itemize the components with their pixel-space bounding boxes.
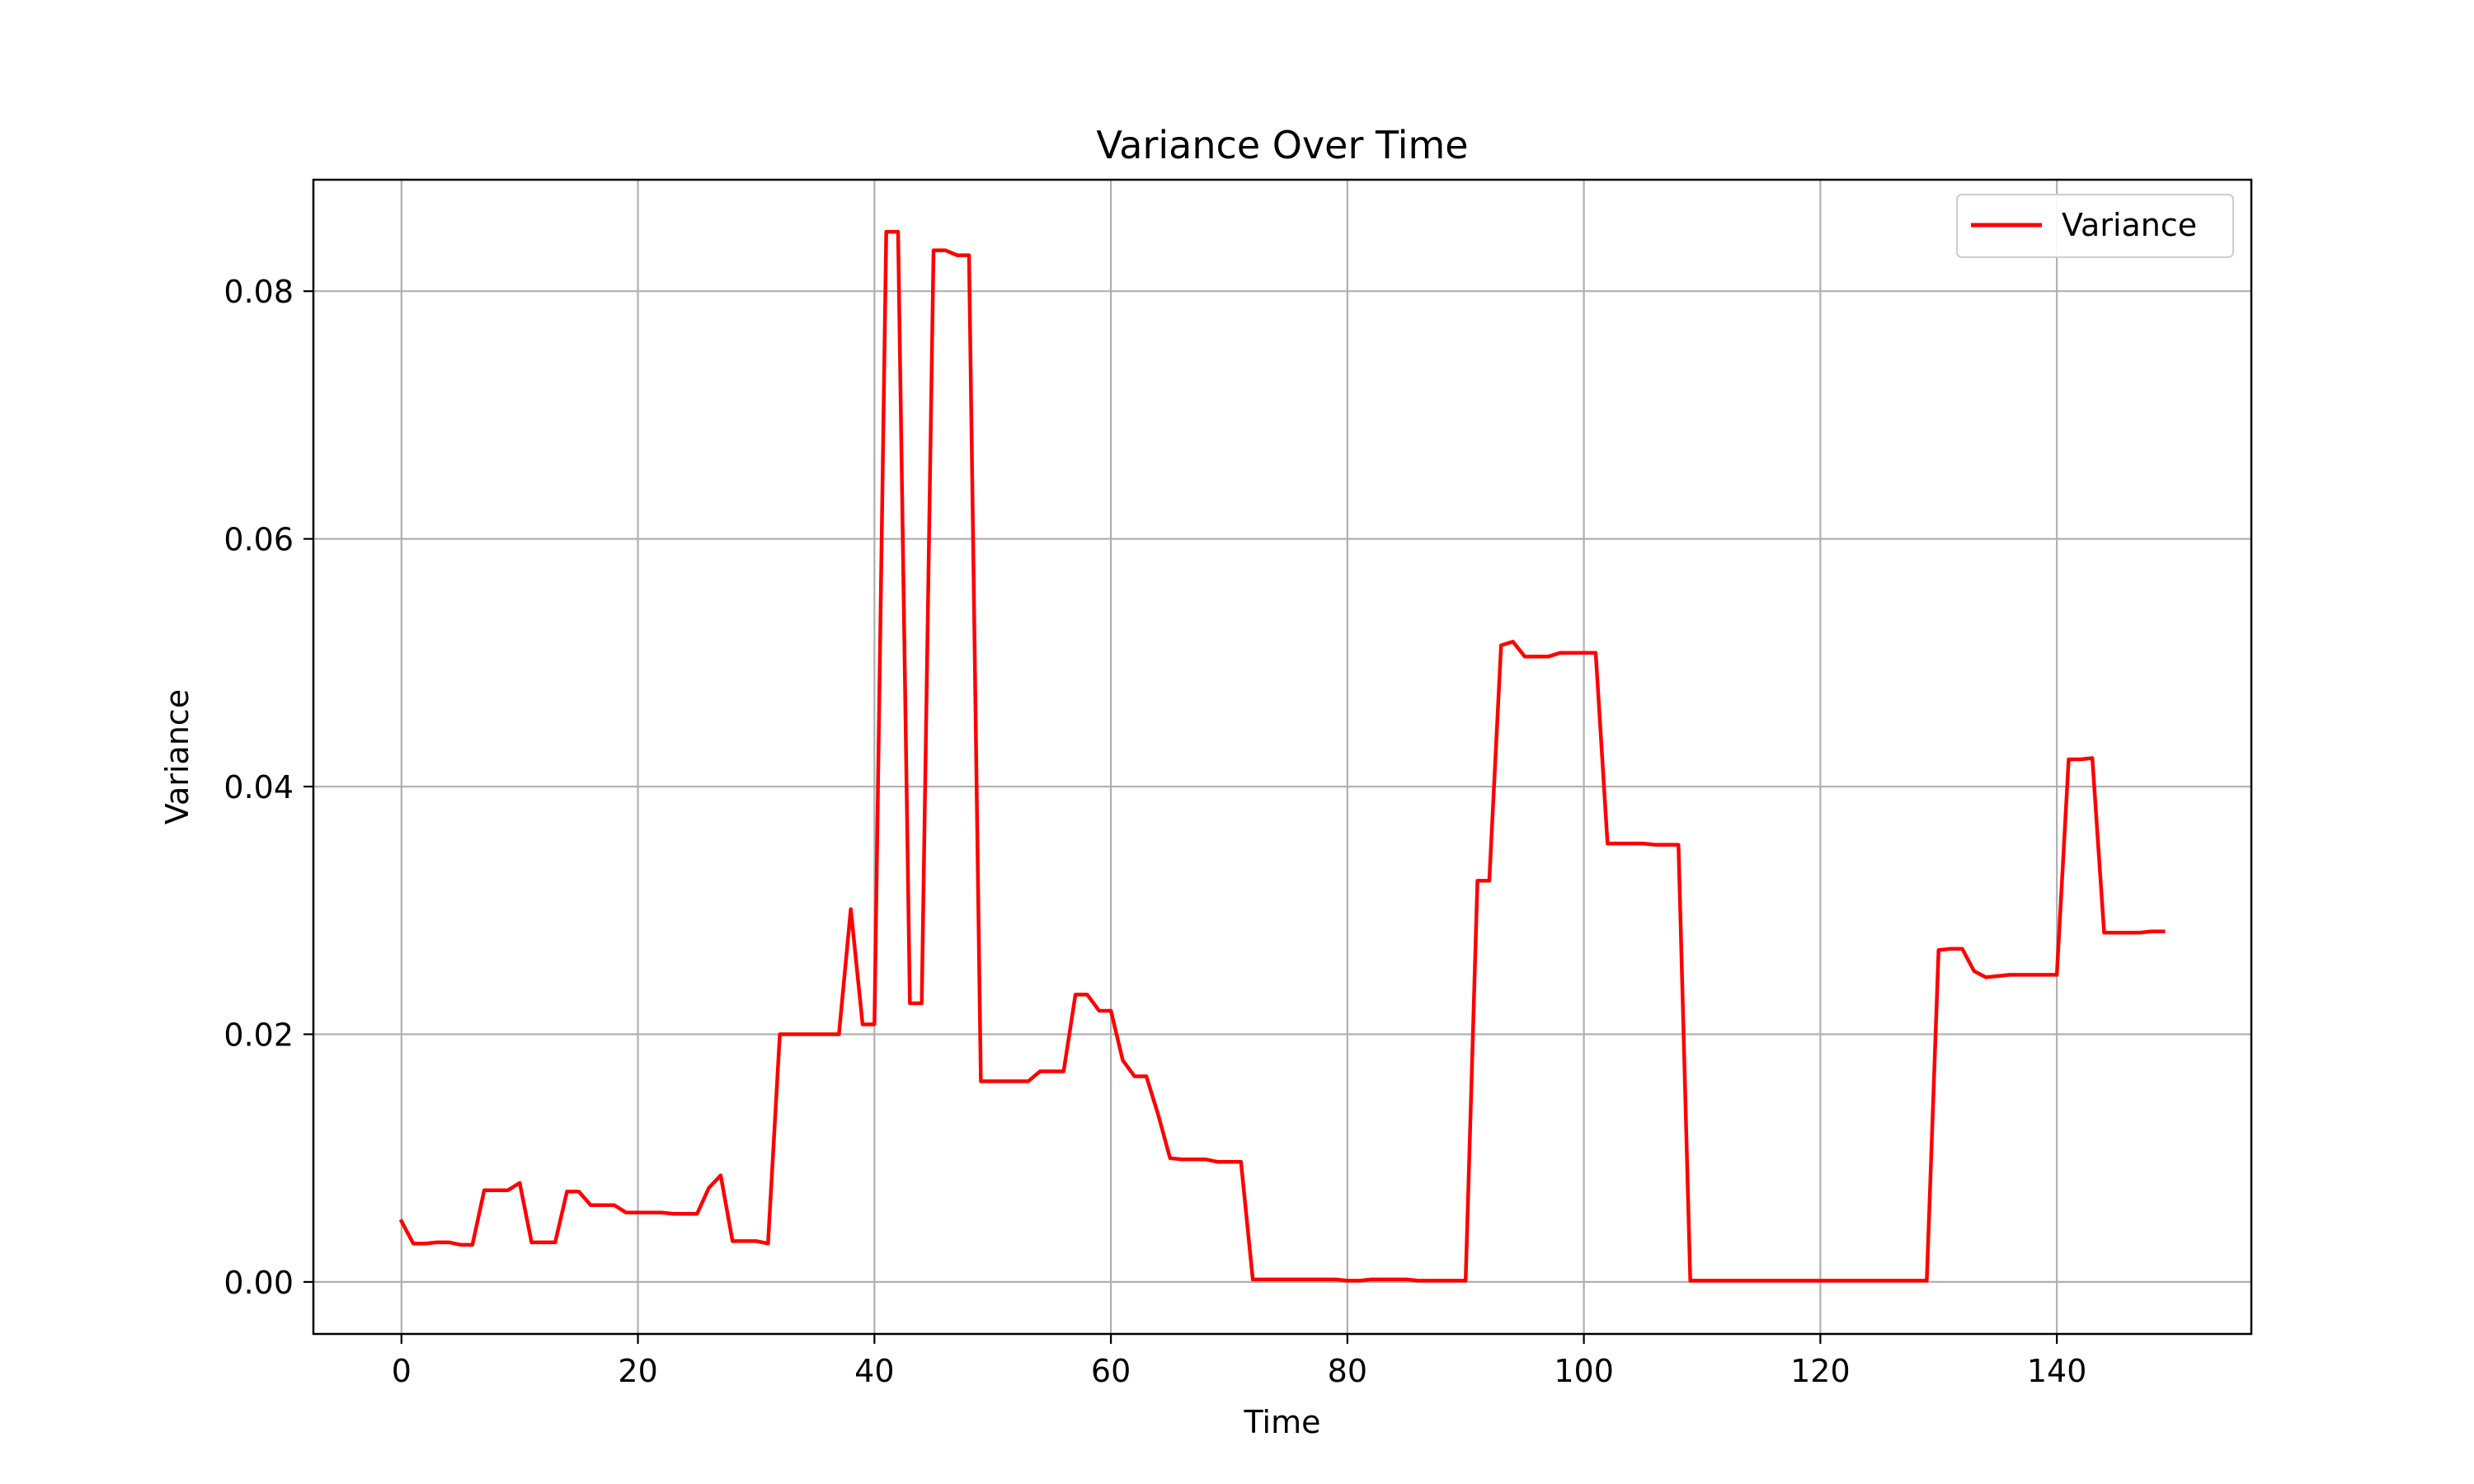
y-axis-label: Variance (159, 689, 195, 824)
chart-title: Variance Over Time (1096, 123, 1468, 167)
x-tick-label: 140 (2027, 1353, 2087, 1389)
x-tick-label: 120 (1790, 1353, 1851, 1389)
legend: Variance (1956, 194, 2234, 258)
y-tick-label: 0.04 (223, 769, 294, 805)
x-tick-label: 100 (1554, 1353, 1614, 1389)
axis-ticks: 0 20 40 60 80 100 120 140 0.00 0.02 0.04 0.06 0.08 (223, 274, 2086, 1389)
x-tick-label: 20 (618, 1353, 657, 1389)
grid-lines (313, 180, 2251, 1334)
plot-area-background (313, 180, 2251, 1334)
y-tick-label: 0.00 (223, 1265, 294, 1301)
x-tick-label: 0 (392, 1353, 412, 1389)
legend-box (1956, 194, 2234, 258)
series-line-variance (398, 229, 2166, 1283)
x-tick-label: 80 (1328, 1353, 1367, 1389)
y-tick-label: 0.08 (223, 274, 294, 310)
y-tick-label: 0.06 (223, 522, 294, 558)
x-axis-label: Time (1244, 1404, 1321, 1440)
series-layer (398, 229, 2166, 1283)
x-tick-label: 40 (854, 1353, 894, 1389)
y-tick-label: 0.02 (223, 1017, 294, 1053)
legend-label-variance: Variance (2062, 207, 2197, 243)
x-tick-label: 60 (1091, 1353, 1131, 1389)
plot-frame (312, 178, 2253, 1336)
